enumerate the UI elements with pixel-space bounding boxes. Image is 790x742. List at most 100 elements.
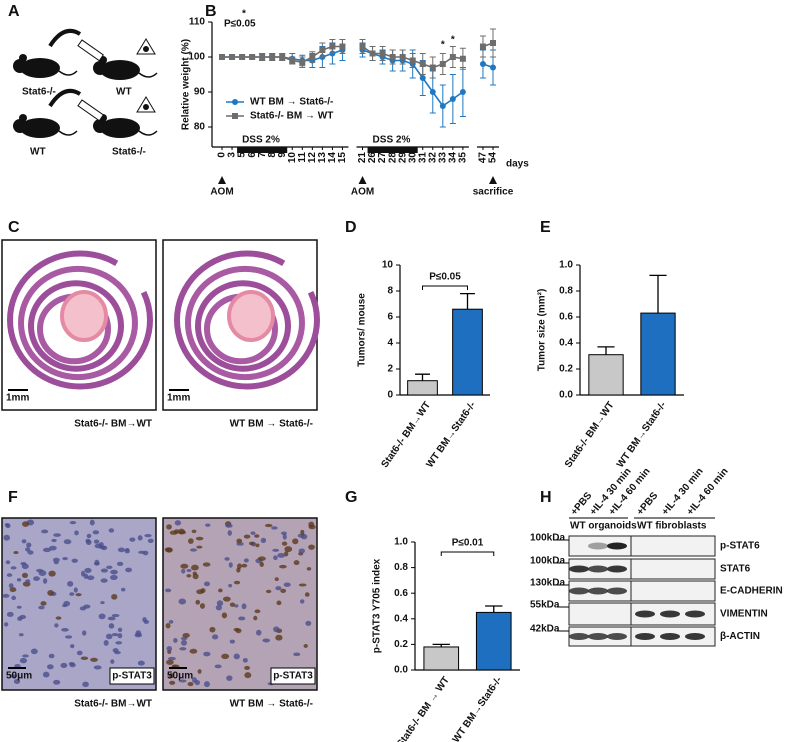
x-tick-label: WT BM→Stat6-/- — [424, 400, 478, 470]
annotation: P≤0.01 — [452, 538, 484, 549]
y-tick-label: 4 — [387, 338, 393, 349]
nucleus — [46, 664, 54, 670]
point — [439, 103, 446, 109]
point — [269, 54, 276, 60]
point — [219, 54, 225, 60]
nucleus — [233, 653, 240, 660]
nucleus — [166, 645, 173, 652]
point — [459, 55, 466, 62]
tissue-ring — [185, 265, 305, 381]
nucleus — [284, 546, 293, 553]
nucleus — [282, 533, 287, 540]
nucleus — [26, 542, 32, 548]
x-tick-label: 7 — [257, 152, 268, 158]
nucleus — [30, 648, 38, 655]
nucleus — [42, 671, 50, 678]
nucleus — [256, 629, 262, 636]
point — [229, 54, 236, 60]
x-tick-label: 31 — [417, 152, 428, 164]
nucleus — [106, 565, 113, 570]
nucleus — [94, 543, 103, 549]
nucleus — [129, 537, 136, 542]
error-bar — [597, 346, 615, 355]
nucleus — [65, 635, 73, 639]
y-tick-label: 0.2 — [559, 364, 573, 375]
nucleus — [93, 665, 102, 670]
point — [449, 54, 456, 60]
annotation: P≤0.05 — [429, 272, 461, 283]
nucleus — [188, 538, 194, 544]
nucleus — [243, 534, 251, 539]
nucleus — [234, 604, 239, 608]
nucleus — [144, 534, 152, 538]
band — [607, 633, 627, 640]
y-tick-label: 0.0 — [394, 665, 408, 676]
nucleus — [166, 524, 172, 530]
nucleus — [255, 543, 260, 548]
nucleus — [86, 575, 95, 581]
bar — [452, 308, 483, 396]
nucleus — [209, 626, 216, 633]
nucleus — [92, 530, 100, 535]
mouse-ear — [19, 114, 27, 122]
nucleus — [264, 523, 273, 528]
nucleus — [179, 647, 187, 651]
tissue-ring — [174, 250, 320, 390]
mouse-head — [93, 119, 107, 133]
nucleus — [199, 603, 206, 609]
nucleus — [203, 681, 210, 688]
nucleus — [63, 539, 72, 545]
mouse-body — [20, 58, 60, 78]
nucleus — [225, 523, 233, 528]
nucleus — [53, 561, 59, 565]
nucleus — [186, 568, 192, 572]
nucleus — [33, 576, 40, 581]
kda-label: 42kDa — [530, 624, 560, 635]
nucleus — [5, 523, 11, 529]
point — [289, 57, 296, 64]
nucleus — [114, 650, 121, 655]
nucleus — [229, 639, 235, 644]
event-label: AOM — [210, 187, 233, 198]
nucleus — [21, 572, 28, 578]
nucleus — [226, 675, 233, 681]
y-tick-label: 100 — [188, 52, 205, 63]
lane-label: +PBS — [635, 490, 661, 518]
y-tick-label: 1.0 — [394, 537, 408, 548]
protein-label: STAT6 — [720, 564, 751, 575]
nucleus — [228, 562, 233, 568]
nucleus — [111, 593, 118, 600]
x-tick-label: 5 — [237, 152, 248, 158]
y-tick-label: 0.6 — [559, 312, 573, 323]
nucleus — [181, 568, 186, 574]
y-tick-label: 90 — [194, 87, 206, 98]
nucleus — [62, 557, 68, 561]
nucleus — [43, 547, 51, 553]
y-tick-label: 0.2 — [394, 639, 408, 650]
x-tick-label: Stat6-/- BM → WT — [395, 675, 452, 742]
nucleus — [298, 583, 307, 587]
nucleus — [82, 681, 89, 688]
nucleus — [25, 579, 31, 583]
nucleus — [100, 601, 105, 605]
nucleus — [221, 653, 230, 660]
nucleus — [49, 545, 57, 551]
schematic-label: Stat6-/- — [22, 87, 56, 98]
tissue-ring — [7, 250, 153, 390]
nucleus — [110, 569, 118, 575]
nucleus — [52, 557, 60, 563]
x-tick-label: Stat6-/- BM→WT — [379, 400, 433, 470]
bar — [475, 611, 512, 671]
nucleus — [280, 588, 287, 593]
nucleus — [41, 529, 49, 534]
y-tick-label: 10 — [382, 260, 394, 271]
x-tick-label: 9 — [277, 152, 288, 158]
nucleus — [124, 549, 130, 554]
panel-letter: F — [8, 489, 18, 506]
nucleus — [89, 519, 95, 526]
nucleus — [40, 601, 47, 606]
nucleus — [292, 538, 299, 545]
nucleus — [86, 539, 92, 546]
nucleus — [25, 547, 31, 552]
syringe — [77, 99, 104, 122]
